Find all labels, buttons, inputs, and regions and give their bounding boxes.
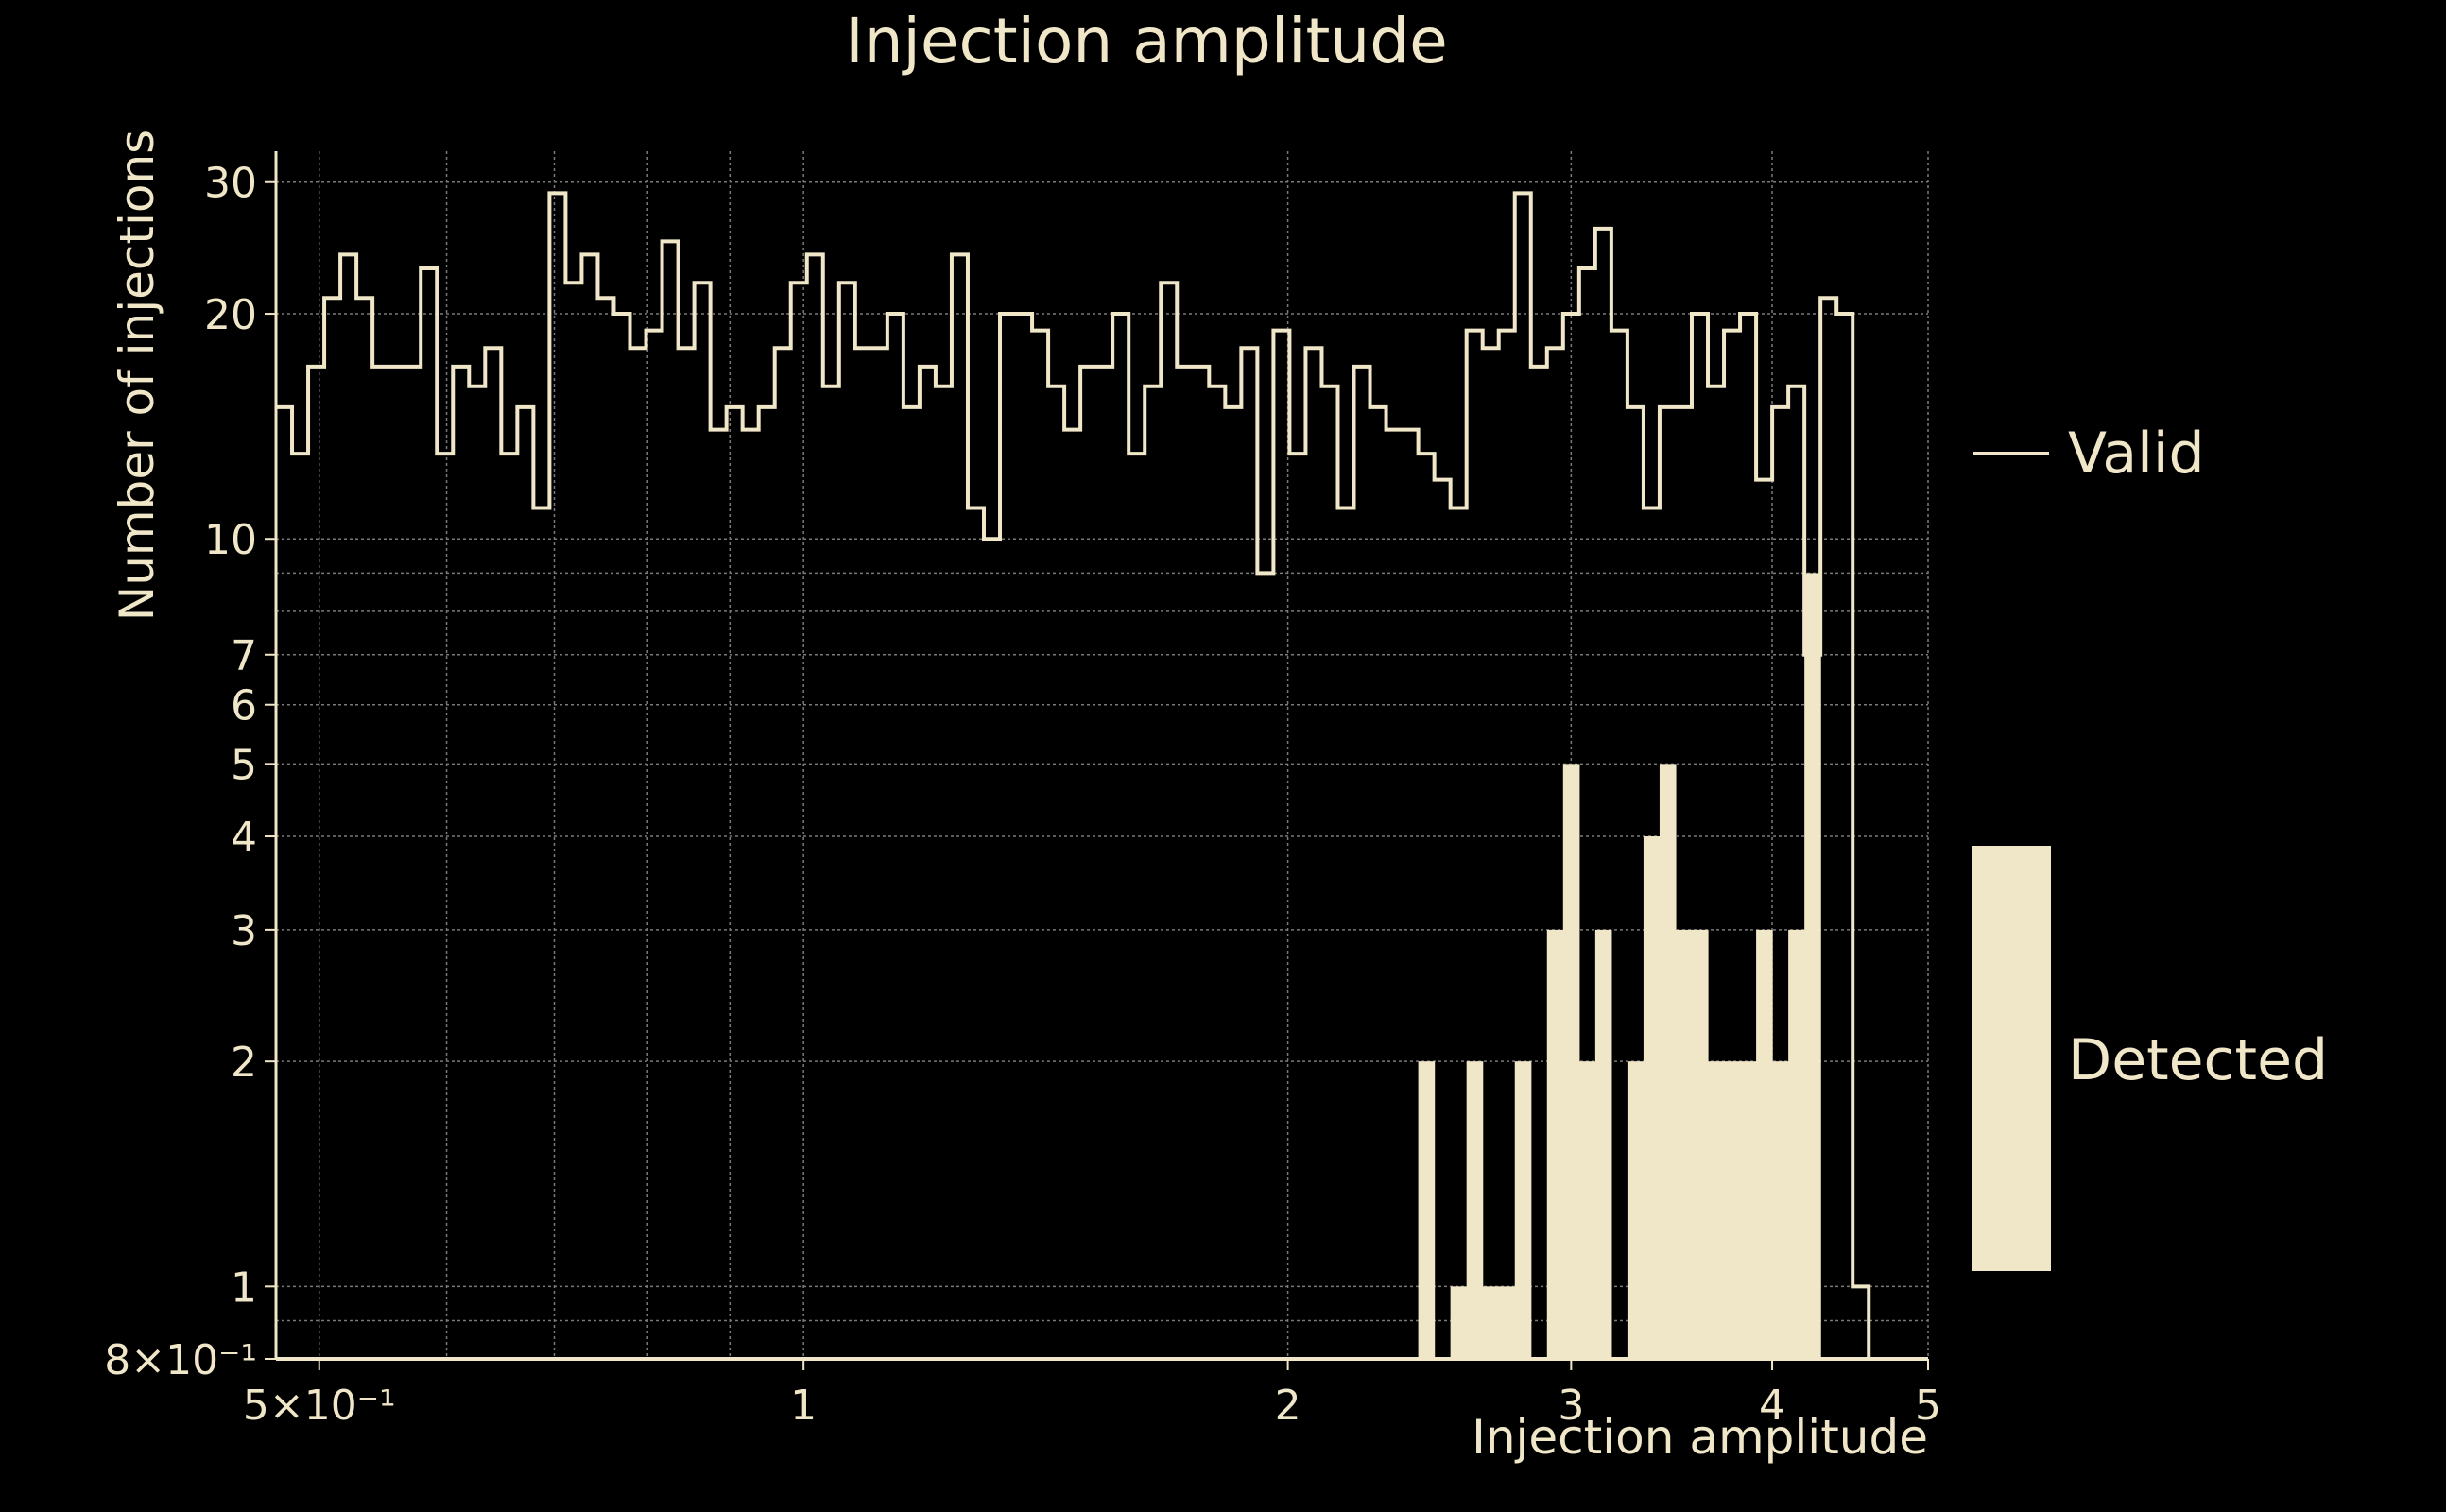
detected-bar	[1724, 1061, 1741, 1359]
detected-bar	[1643, 836, 1661, 1359]
x-tick-label: 4	[1759, 1382, 1785, 1430]
y-tick-label: 6	[231, 682, 257, 730]
x-tick-label: 5×10⁻¹	[243, 1382, 396, 1430]
detected-bar	[1788, 929, 1805, 1359]
detected-bar	[1578, 1061, 1596, 1359]
legend: Valid Detected	[1972, 421, 2328, 1271]
detected-bar	[1772, 1061, 1789, 1359]
y-tick-label: 4	[231, 814, 257, 862]
detected-bar	[1418, 1061, 1436, 1359]
detected-bar	[1514, 1061, 1532, 1359]
legend-detected-label: Detected	[2068, 1027, 2328, 1093]
detected-bar	[1675, 929, 1693, 1359]
y-tick-label: 1	[231, 1263, 257, 1312]
detected-bar	[1740, 1061, 1757, 1359]
valid-series	[276, 191, 1871, 1359]
y-tick-label: 20	[204, 291, 257, 339]
detected-bar	[1466, 1061, 1484, 1359]
y-axis-label: Number of injections	[110, 129, 164, 621]
detected-bar	[1756, 929, 1773, 1359]
y-tick-label: 5	[231, 741, 257, 789]
detected-series	[1418, 573, 1821, 1359]
detected-bar	[1450, 1286, 1468, 1359]
y-tick-label: 2	[231, 1039, 257, 1087]
valid-step-line	[276, 191, 1871, 1359]
detected-bar	[1546, 929, 1564, 1359]
detected-bar	[1594, 929, 1612, 1359]
y-tick-label: 3	[231, 907, 257, 955]
y-tick-label: 8×10⁻¹	[104, 1336, 257, 1384]
detected-bar	[1627, 1061, 1645, 1359]
y-tick-labels: 8×10⁻¹ 1 2 3 4 5 67 10 20 30	[104, 160, 257, 1384]
legend-valid-label: Valid	[2068, 421, 2205, 487]
x-tick-label: 5	[1915, 1382, 1941, 1430]
y-tick-label: 30	[204, 160, 257, 208]
x-axis-label: Injection amplitude	[1472, 1410, 1928, 1465]
x-tick-label: 1	[790, 1382, 817, 1430]
y-tick-label: 10	[204, 516, 257, 564]
x-tick-label: 2	[1275, 1382, 1301, 1430]
axes-frame	[265, 151, 1929, 1370]
detected-bar	[1659, 764, 1677, 1359]
legend-detected-swatch	[1972, 846, 2051, 1271]
detected-bar	[1708, 1061, 1725, 1359]
detected-bar	[1691, 929, 1709, 1359]
detected-bar	[1498, 1286, 1516, 1359]
detected-bar	[1482, 1286, 1500, 1359]
y-tick-label: 7	[231, 632, 257, 680]
chart-title: Injection amplitude	[845, 5, 1447, 77]
x-tick-label: 3	[1558, 1382, 1584, 1430]
detected-bar	[1804, 573, 1821, 1359]
x-tick-labels: 5×10⁻¹ 1 2 3 4 5	[243, 1382, 1941, 1430]
detected-bar	[1562, 764, 1580, 1359]
